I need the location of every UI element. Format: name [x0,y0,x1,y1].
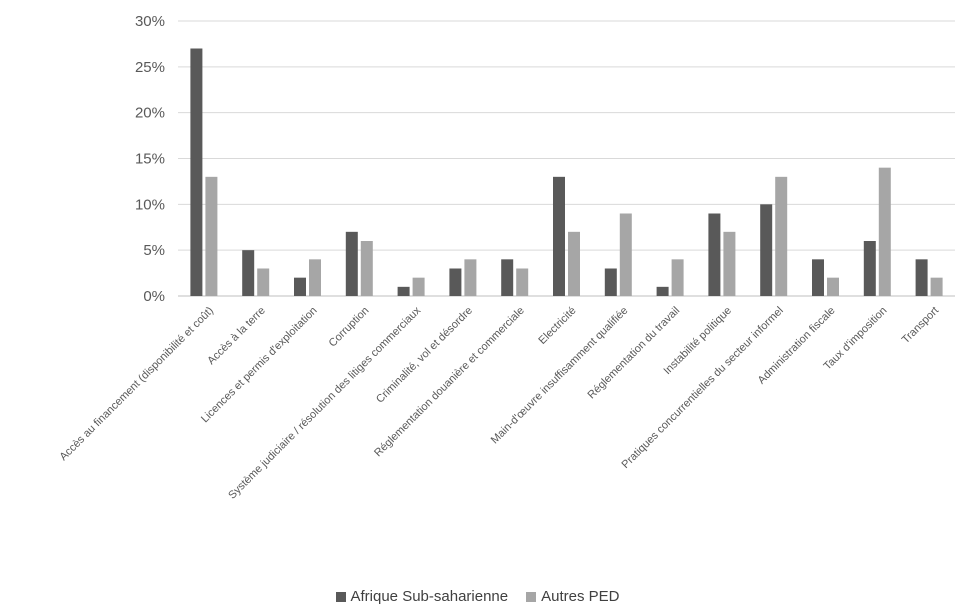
bar-series-1 [190,48,203,296]
legend-swatch-series-2 [526,591,537,602]
bar-series-1 [553,176,565,296]
x-category-label: Electricité [536,305,578,347]
y-tick-label: 30% [135,13,165,30]
x-category-label: Criminalité, vol et désordre [374,305,475,406]
bar-series-2 [464,259,477,296]
bar-series-1 [656,286,669,296]
legend-swatch-series-1 [335,591,346,602]
bar-series-1 [863,241,876,296]
bar-series-2 [671,259,684,296]
y-tick-label: 0% [143,288,165,305]
y-tick-label: 15% [135,151,165,168]
bar-series-2 [723,231,736,296]
bar-series-1 [449,268,462,296]
y-tick-label: 5% [143,242,165,259]
y-tick-label: 20% [135,105,165,122]
bar-series-2 [516,268,529,296]
bar-series-1 [242,250,255,296]
y-tick-label: 25% [135,59,165,76]
x-category-label: Système judiciaire / résolution des liti… [226,304,423,501]
bar-series-1 [708,213,721,296]
bar-series-2 [309,259,321,296]
x-category-label: Réglementation du travail [586,305,683,402]
bar-series-1 [812,259,824,296]
bar-series-1 [397,286,410,296]
gridlines [178,20,955,297]
x-category-label: Accès au financement (disponibilité et c… [58,305,217,464]
bar-series-2 [775,176,788,296]
legend-item-series-2: Autres PED [526,588,619,605]
legend-item-series-1: Afrique Sub-saharienne [335,588,509,605]
bar-series-1 [345,231,358,296]
legend-label-series-1: Afrique Sub-saharienne [350,588,509,605]
x-axis-labels: Accès au financement (disponibilité et c… [58,304,942,501]
y-axis-ticks: 0% 5% 10% 15% 20% 25% 30% [135,13,165,305]
bar-series-2 [412,277,425,296]
legend: Afrique Sub-saharienne Autres PED [0,588,955,605]
bar-series-2 [568,231,580,296]
bar-series-1 [294,277,306,296]
bar-series-2 [257,268,270,296]
bar-series-2 [619,213,632,296]
x-category-label: Licences et permis d'exploitation [199,305,320,426]
bar-series-2 [827,277,839,296]
bar-series-1 [915,259,928,296]
x-category-label: Corruption [327,305,372,350]
bar-series-1 [604,268,617,296]
bar-series-2 [205,176,218,296]
bar-series-2 [878,167,891,296]
x-category-label: Transport [900,305,941,346]
y-tick-label: 10% [135,196,165,213]
bar-series-2 [930,277,943,296]
bar-series-2 [360,241,373,296]
bar-series-1 [501,259,514,296]
bar-chart: 0% 5% 10% 15% 20% 25% 30% Accès au financement… [58,13,955,502]
legend-label-series-2: Autres PED [541,588,620,605]
bar-series-1 [760,204,773,296]
bars [190,48,943,296]
